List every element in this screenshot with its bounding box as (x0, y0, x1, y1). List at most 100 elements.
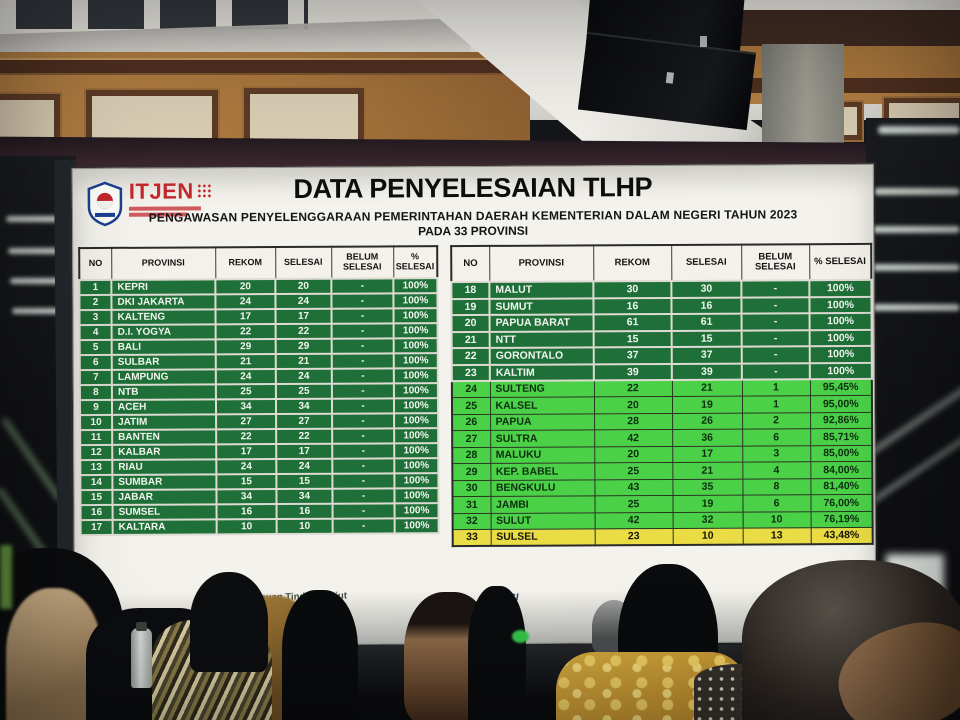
cell-no: 30 (452, 479, 491, 497)
cell-selesai: 21 (671, 379, 742, 397)
cell-selesai: 36 (672, 429, 743, 446)
column-header: NO (451, 245, 490, 283)
slide-title: DATA PENYELESAIAN TLHP (293, 172, 653, 204)
cell-pct-selesai: 100% (393, 278, 438, 294)
cell-no: 26 (452, 413, 491, 431)
cell-selesai: 21 (672, 462, 743, 479)
cell-pct-selesai: 100% (393, 383, 438, 399)
audience-head (468, 586, 526, 720)
cell-rekom: 25 (215, 384, 276, 400)
cell-selesai: 22 (276, 428, 333, 445)
cell-belum-selesai: 10 (742, 511, 811, 529)
cell-selesai: 24 (275, 368, 332, 385)
cell-provinsi: JAMBI (490, 495, 595, 513)
cell-rekom: 22 (593, 379, 672, 397)
cell-rekom: 21 (215, 354, 276, 370)
cell-belum-selesai: 3 (742, 445, 811, 463)
cell-provinsi: NTB (111, 384, 216, 400)
tlhp-table-left: NO PROVINSI REKOM SELESAI BELUM SELESAI% SEL… (78, 245, 440, 537)
cell-rekom: 22 (215, 324, 276, 340)
cell-rekom: 34 (215, 399, 277, 415)
cell-rekom: 30 (593, 280, 672, 298)
audience-head (190, 572, 268, 672)
cell-pct-selesai: 100% (394, 458, 439, 474)
cell-rekom: 24 (215, 294, 276, 310)
cell-rekom: 16 (593, 297, 672, 315)
light-streak (874, 188, 960, 195)
cell-pct-selesai: 100% (394, 428, 439, 444)
cell-belum-selesai: - (741, 313, 810, 331)
cell-belum-selesai: - (332, 503, 395, 519)
cell-pct-selesai: 100% (394, 488, 439, 504)
water-bottle-cap (136, 622, 147, 631)
cell-provinsi: D.I. YOGYA (111, 324, 216, 340)
cell-no: 15 (80, 489, 113, 506)
cell-no: 14 (80, 474, 113, 491)
cell-provinsi: KALSEL (489, 396, 595, 414)
cell-pct-selesai: 100% (394, 443, 439, 459)
cell-belum-selesai: - (332, 428, 395, 444)
table-row: 17 KALTARA 10 10-100% (80, 518, 439, 536)
cell-rekom: 16 (216, 504, 277, 520)
cell-provinsi: JATIM (112, 414, 217, 430)
cell-provinsi: SULUT (490, 512, 595, 530)
cell-belum-selesai: - (331, 383, 394, 399)
cell-pct-selesai: 95,00% (809, 395, 873, 413)
cell-no: 22 (451, 347, 490, 365)
cell-provinsi: NTT (489, 330, 594, 348)
cell-pct-selesai: 92,86% (810, 411, 873, 429)
cell-selesai: 61 (671, 313, 742, 331)
cell-no: 31 (452, 496, 491, 514)
cell-belum-selesai: - (741, 346, 810, 364)
cell-rekom: 27 (216, 414, 277, 430)
cell-selesai: 24 (276, 458, 333, 475)
light-streak (8, 248, 68, 254)
cell-pct-selesai: 100% (809, 312, 872, 330)
cell-no: 16 (80, 504, 113, 521)
cell-rekom: 42 (594, 429, 673, 447)
cell-no: 29 (452, 463, 491, 481)
light-streak (870, 264, 960, 271)
cell-no: 24 (451, 380, 490, 398)
cell-provinsi: KALTARA (112, 519, 217, 535)
cell-no: 7 (79, 369, 112, 386)
cell-belum-selesai: - (331, 323, 394, 339)
cell-pct-selesai: 100% (809, 345, 872, 363)
cell-pct-selesai: 76,00% (810, 494, 873, 512)
cell-no: 17 (80, 519, 113, 536)
cell-no: 25 (451, 397, 491, 415)
cell-pct-selesai: 100% (393, 293, 438, 309)
cell-selesai: 19 (672, 495, 743, 512)
cell-rekom: 39 (593, 363, 672, 381)
cell-no: 33 (452, 529, 491, 547)
cell-selesai: 26 (672, 412, 743, 430)
cell-belum-selesai: 1 (741, 395, 811, 413)
table-row: 33 SULSEL 23 10 13 43,48% (452, 527, 873, 547)
column-header: REKOM (215, 247, 276, 280)
cell-rekom: 20 (594, 445, 673, 463)
cell-rekom: 25 (594, 462, 673, 480)
light-streak (872, 226, 960, 233)
cell-rekom: 61 (593, 313, 672, 331)
cell-no: 13 (80, 459, 113, 476)
cell-rekom: 43 (594, 478, 673, 496)
header-row: NO PROVINSI REKOM SELESAI BELUM SELESAI% SEL… (451, 243, 872, 283)
cell-pct-selesai: 43,48% (810, 527, 873, 545)
cell-pct-selesai: 100% (809, 279, 872, 297)
cell-belum-selesai: 4 (742, 461, 811, 479)
cell-no: 21 (451, 331, 490, 349)
cell-selesai: 17 (672, 445, 743, 463)
cell-belum-selesai: - (331, 308, 394, 324)
light-streak (10, 278, 68, 284)
cell-belum-selesai: - (331, 293, 394, 309)
cell-provinsi: KALTIM (489, 363, 594, 381)
cell-selesai: 10 (672, 528, 743, 545)
cell-pct-selesai: 100% (393, 353, 438, 369)
light-streak (878, 126, 960, 134)
cell-rekom: 20 (593, 396, 673, 414)
column-header: SELESAI (671, 244, 742, 281)
cell-pct-selesai: 100% (809, 296, 872, 314)
cell-selesai: 16 (671, 297, 742, 314)
cell-no: 20 (451, 314, 490, 332)
